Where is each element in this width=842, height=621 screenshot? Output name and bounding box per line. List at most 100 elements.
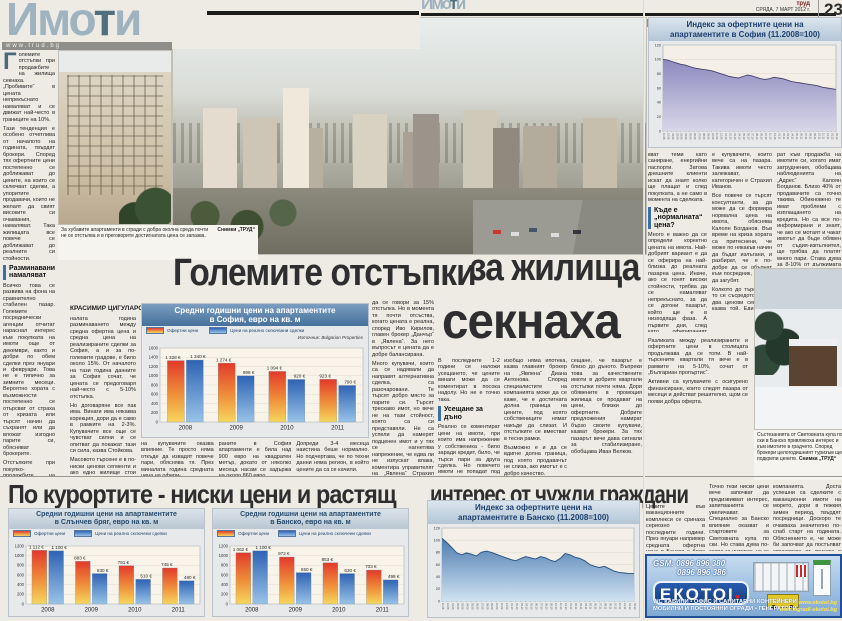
section-divider	[0, 476, 842, 477]
top-rule-left	[207, 11, 419, 15]
mini-column: Допреди 3-4 месеца наистина беше нормалн…	[296, 441, 370, 473]
svg-text:10.09: 10.09	[711, 133, 715, 140]
svg-text:200: 200	[221, 592, 229, 597]
snow-ground	[755, 387, 842, 429]
chart-title: Средни годишни цени на апартаментите в С…	[142, 304, 368, 327]
svg-text:04.11: 04.11	[584, 603, 588, 610]
svg-text:02.10: 02.10	[515, 603, 519, 610]
svg-text:0: 0	[22, 601, 25, 606]
svg-text:01.12: 01.12	[831, 133, 835, 140]
svg-text:01.09: 01.09	[451, 603, 455, 610]
chalet	[789, 339, 837, 386]
bottom-column-2: Точно тези ниски цени вече започват да п…	[709, 484, 769, 551]
svg-text:2011: 2011	[331, 426, 345, 432]
svg-text:600: 600	[221, 572, 229, 577]
chart-sofia-prices: Средни годишни цени на апартаментите в С…	[141, 303, 369, 438]
drop-cap: Г	[3, 52, 17, 75]
mini-column: на купувачите оказва влияние. Те просто …	[141, 441, 214, 477]
svg-text:923 €: 923 €	[319, 374, 331, 379]
svg-text:01.11: 01.11	[569, 603, 573, 610]
chart-sofia-index: Индекс за офертните цени на апартаментит…	[648, 17, 842, 148]
svg-text:2010: 2010	[280, 426, 294, 432]
building-photo	[58, 50, 172, 225]
svg-text:200: 200	[17, 592, 25, 597]
subhead-razminavaniyata: Разминаванията намаляват	[3, 265, 55, 280]
svg-text:1 100 €: 1 100 €	[51, 545, 67, 550]
svg-text:02.12: 02.12	[633, 603, 637, 610]
svg-text:11.10: 11.10	[559, 603, 563, 610]
page-number-right: 23	[818, 0, 842, 20]
svg-text:08.10: 08.10	[544, 603, 548, 610]
svg-text:20: 20	[657, 115, 661, 119]
svg-text:1 328 €: 1 328 €	[165, 355, 181, 360]
svg-text:04.11: 04.11	[791, 133, 795, 140]
svg-text:08.11: 08.11	[808, 133, 812, 140]
building-trees	[119, 171, 171, 224]
svg-text:2008: 2008	[41, 608, 55, 614]
svg-text:07.11: 07.11	[599, 603, 603, 610]
subhead-normalnata-cena: Къде е „нормалната“ цена?	[648, 206, 707, 229]
svg-text:05.11: 05.11	[795, 133, 799, 140]
svg-text:08.11: 08.11	[604, 603, 608, 610]
svg-text:05.10: 05.10	[530, 603, 534, 610]
masthead-text: Имо	[6, 0, 95, 45]
svg-text:2009: 2009	[229, 426, 243, 432]
svg-text:11.10: 11.10	[769, 133, 773, 140]
svg-text:2009: 2009	[289, 608, 303, 614]
chart-source: Източник: Bulgarian Properties	[297, 335, 363, 341]
svg-text:400: 400	[17, 582, 25, 587]
svg-text:09.11: 09.11	[813, 133, 817, 140]
svg-text:972 €: 972 €	[278, 551, 290, 556]
svg-text:03.09: 03.09	[680, 133, 684, 140]
container-image	[753, 562, 809, 592]
svg-text:100: 100	[655, 58, 661, 62]
svg-text:06.10: 06.10	[535, 603, 539, 610]
svg-text:07.11: 07.11	[804, 133, 808, 140]
svg-text:1 112 €: 1 112 €	[29, 545, 44, 550]
svg-text:06.11: 06.11	[800, 133, 804, 140]
white-patch	[172, 17, 420, 49]
svg-text:11.09: 11.09	[500, 603, 504, 610]
svg-text:12.10: 12.10	[564, 603, 568, 610]
svg-text:60: 60	[436, 563, 440, 567]
svg-text:04.09: 04.09	[466, 603, 470, 610]
svg-text:1 062 €: 1 062 €	[233, 547, 249, 552]
svg-text:853 €: 853 €	[322, 557, 334, 562]
masthead-right: Имоти	[421, 0, 466, 13]
striped-panel	[796, 565, 806, 577]
date-line: СРЯДА, 7 МАРТ 2012 г.	[755, 7, 810, 13]
svg-text:2008: 2008	[245, 608, 259, 614]
svg-text:06.10: 06.10	[746, 133, 750, 140]
svg-text:07.09: 07.09	[698, 133, 702, 140]
svg-text:11.11: 11.11	[822, 133, 826, 140]
svg-text:0: 0	[226, 601, 229, 606]
sofia-prices-bar-chart: 0 200 400 600 800 1000 1200 1400 1600 1 328 € 1 34…	[149, 346, 364, 432]
svg-text:06.11: 06.11	[594, 603, 598, 610]
svg-text:11.08: 11.08	[662, 133, 666, 140]
lead-column-3: да се говори за 15% отстъпка. Но в момен…	[372, 300, 434, 477]
svg-text:120: 120	[655, 43, 661, 47]
city-street	[473, 200, 646, 254]
svg-text:1200: 1200	[219, 543, 229, 548]
svg-text:07.10: 07.10	[751, 133, 755, 140]
svg-text:20: 20	[436, 587, 440, 591]
svg-text:04.09: 04.09	[684, 133, 688, 140]
ad-websites: www.ekotoi.bg www.ogradi-ekotoi.bg	[779, 599, 837, 613]
svg-text:05.11: 05.11	[589, 603, 593, 610]
svg-text:40: 40	[657, 101, 661, 105]
svg-text:703 €: 703 €	[365, 564, 377, 569]
svg-text:05.09: 05.09	[689, 133, 693, 140]
lead-headline-part2: за жилища	[470, 247, 640, 289]
city-photo	[172, 17, 647, 255]
svg-text:09.10: 09.10	[760, 133, 764, 140]
lead-headline-part1: Големите отстъпки	[173, 252, 477, 294]
svg-text:12.10: 12.10	[773, 133, 777, 140]
svg-text:08.10: 08.10	[755, 133, 759, 140]
ad-services: WC КАБИНИ • ОФИС И САНИТАРНИ КОНТЕЙНЕРИ …	[653, 598, 797, 613]
legend-chip-offer	[217, 530, 235, 538]
svg-text:80: 80	[657, 72, 661, 76]
svg-text:400: 400	[151, 401, 159, 406]
svg-text:791 €: 791 €	[118, 560, 130, 565]
svg-text:10.10: 10.10	[764, 133, 768, 140]
